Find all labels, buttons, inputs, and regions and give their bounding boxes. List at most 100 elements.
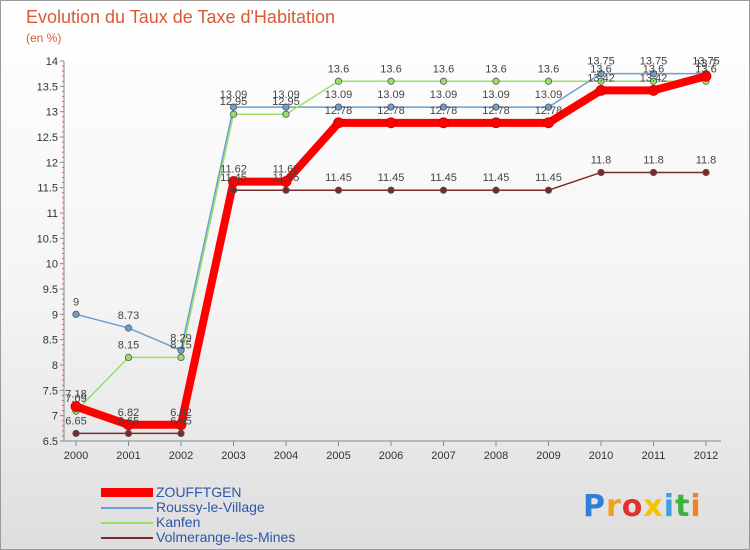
data-label: 6.65 — [170, 415, 191, 427]
legend-item-roussy-le-village: Roussy-le-Village — [101, 499, 401, 515]
series-line-kanfen — [75, 80, 707, 412]
data-label: 13.42 — [587, 72, 615, 84]
data-label: 13.09 — [325, 89, 353, 101]
data-label: 13.6 — [433, 63, 454, 75]
y-tick-label: 10 — [46, 259, 58, 271]
data-label: 13.09 — [272, 89, 300, 101]
data-label: 6.82 — [170, 407, 191, 419]
data-label: 13.6 — [695, 63, 716, 75]
data-label: 11.45 — [378, 172, 405, 184]
data-point — [177, 346, 185, 354]
x-tick-label: 2007 — [431, 450, 455, 462]
legend-swatch — [101, 522, 153, 524]
data-point — [492, 186, 500, 194]
x-tick-label: 2010 — [589, 450, 613, 462]
data-point — [333, 117, 344, 129]
data-point — [124, 324, 133, 332]
data-point — [334, 77, 343, 85]
y-tick-label: 13 — [46, 107, 58, 119]
data-label: 13.09 — [220, 89, 248, 101]
logo-letter: i — [663, 489, 676, 524]
data-point — [228, 176, 239, 187]
y-tick-label: 12 — [46, 157, 58, 169]
data-label: 11.45 — [430, 172, 457, 184]
y-tick-label: 11 — [47, 208, 58, 220]
y-tick-label: 11.5 — [37, 183, 58, 195]
data-label: 13.75 — [692, 56, 720, 68]
data-point — [438, 117, 449, 129]
data-point — [177, 429, 185, 437]
data-label: 13.09 — [535, 89, 563, 101]
data-point — [334, 103, 343, 111]
logo-letter: x — [643, 489, 664, 524]
data-label: 13.6 — [643, 63, 664, 75]
data-label: 13.6 — [485, 63, 506, 75]
data-point — [334, 186, 343, 194]
legend-item-kanfen: Kanfen — [101, 514, 401, 530]
data-label: 8.15 — [170, 339, 191, 351]
data-label: 7.09 — [65, 393, 86, 405]
x-tick-label: 2005 — [326, 450, 350, 462]
data-point — [648, 84, 659, 96]
data-point — [229, 186, 238, 194]
logo-letter: i — [690, 489, 702, 524]
data-label: 6.65 — [65, 415, 86, 427]
data-point — [702, 168, 710, 177]
data-point — [544, 77, 553, 85]
x-tick-label: 2004 — [274, 450, 298, 462]
data-label: 11.45 — [220, 172, 247, 184]
data-label: 12.78 — [430, 105, 458, 117]
y-tick-label: 8 — [52, 360, 58, 372]
data-point — [649, 77, 658, 85]
data-label: 11.62 — [273, 164, 300, 176]
data-point — [649, 70, 658, 78]
data-label: 12.95 — [220, 96, 248, 108]
data-label: 13.09 — [377, 89, 405, 101]
legend-swatch — [101, 537, 153, 539]
logo-letter: o — [621, 489, 644, 524]
data-point — [123, 419, 134, 431]
series-line-volmerange-les-mines — [75, 171, 707, 435]
data-label: 11.45 — [325, 172, 352, 184]
data-label: 11.8 — [591, 154, 612, 166]
chart-axes: 6.5 7 7.5 8 8.5 9 9.5 10 10.5 11 11.5 12 12.5 13 13.5 1… — [37, 56, 721, 462]
x-tick-label: 2003 — [221, 450, 245, 462]
logo-letter: P — [583, 489, 606, 524]
data-point — [282, 103, 290, 111]
chart-subtitle: (en %) — [26, 31, 62, 45]
data-point — [282, 110, 290, 118]
data-label: 13.6 — [538, 63, 559, 75]
data-point — [387, 186, 395, 194]
data-label: 13.09 — [430, 89, 458, 101]
data-point — [597, 77, 605, 85]
legend-item-zoufftgen: ZOUFFTGEN — [101, 484, 401, 500]
data-label: 11.8 — [643, 154, 664, 166]
y-tick-label: 13.5 — [37, 81, 58, 93]
x-tick-label: 2008 — [484, 450, 508, 462]
data-label: 13.42 — [640, 72, 668, 84]
logo-letter: t — [675, 489, 691, 524]
x-tick-label: 2012 — [694, 450, 718, 462]
data-label: 13.6 — [380, 63, 401, 75]
y-tick-label: 10.5 — [37, 233, 58, 245]
legend-label: ZOUFFTGEN — [156, 484, 242, 500]
data-point — [175, 419, 187, 431]
data-label: 12.78 — [325, 105, 353, 117]
y-tick-label: 7 — [52, 411, 58, 423]
legend-swatch — [101, 507, 153, 509]
data-label: 13.75 — [640, 56, 668, 68]
y-tick-label: 9 — [52, 309, 58, 321]
data-label: 13.6 — [328, 63, 349, 75]
data-point — [72, 429, 80, 437]
y-tick-label: 12.5 — [37, 132, 58, 144]
data-point — [70, 401, 82, 412]
data-point — [439, 77, 448, 85]
x-tick-label: 2009 — [536, 450, 560, 462]
legend-label: Roussy-le-Village — [156, 499, 265, 515]
data-label: 11.45 — [535, 172, 562, 184]
data-point — [72, 310, 80, 318]
data-point — [439, 186, 448, 194]
series-line-zoufftgen — [72, 72, 710, 429]
data-label: 12.78 — [377, 105, 405, 117]
